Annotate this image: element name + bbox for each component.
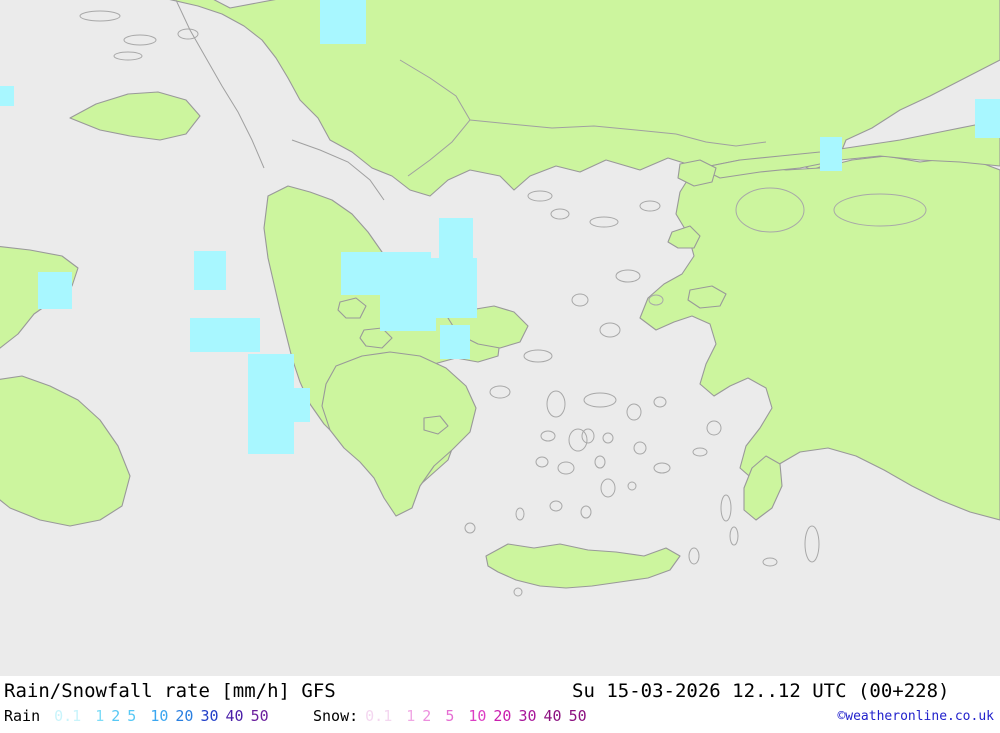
legend-value: 5: [127, 707, 137, 725]
island-outline: [615, 269, 641, 283]
border-line: [675, 133, 767, 147]
legend-value: 2: [111, 707, 121, 725]
island-outline: [550, 208, 570, 220]
island-outline: [599, 322, 621, 338]
land-peloponnese: [321, 351, 477, 517]
island-outline: [706, 420, 722, 436]
island-outline: [833, 193, 927, 227]
legend-value: 0.1: [54, 707, 82, 725]
island-outline: [653, 462, 671, 474]
island-outline: [626, 403, 642, 421]
rain-legend-label: Rain: [4, 707, 41, 725]
island-outline: [489, 385, 511, 399]
landmass-group: [0, 0, 1000, 589]
island-outline: [633, 441, 647, 455]
legend-value: 10: [150, 707, 169, 725]
island-outline: [762, 557, 778, 567]
snow-legend-label: Snow:: [313, 707, 359, 725]
page-title: Rain/Snowfall rate [mm/h] GFS: [4, 680, 336, 702]
island-outline: [720, 494, 732, 522]
island-outline: [594, 455, 606, 469]
legend-value: 50: [250, 707, 269, 725]
legend-value: 40: [225, 707, 244, 725]
border-line: [175, 0, 265, 169]
land-balkans: [169, 0, 1000, 197]
map-geography: [0, 0, 1000, 597]
island-outline: [688, 547, 700, 565]
land-chios: [667, 225, 701, 249]
island-outline: [648, 294, 664, 306]
legend-value: 0.1: [365, 707, 393, 725]
footer-legend-row: Rain 0.1 1 2 5 10 20 30 40 50 Snow: 0.1 1 2 5 10 20 30…: [0, 704, 1000, 730]
land-lesvos: [677, 159, 717, 187]
map-canvas[interactable]: [0, 0, 1000, 676]
island-outline: [581, 428, 595, 444]
island-outline: [583, 392, 617, 408]
island-outline: [735, 187, 805, 233]
snow-legend: Snow: 0.1 1 2 5 10 20 30 40 50: [313, 707, 587, 725]
island-outline: [546, 390, 566, 418]
island-outline: [639, 200, 661, 212]
legend-value: 1: [406, 707, 416, 725]
legend-value: 40: [543, 707, 562, 725]
legend-value: 20: [175, 707, 194, 725]
land-crete: [485, 543, 681, 589]
land-samos: [687, 285, 727, 309]
land-island-a: [337, 297, 367, 319]
legend-value: 2: [422, 707, 432, 725]
land-island-c: [423, 415, 449, 435]
border-line: [291, 139, 385, 201]
island-outline: [602, 432, 614, 444]
island-outline: [692, 447, 708, 457]
legend-value: 30: [518, 707, 537, 725]
island-outline: [540, 430, 556, 442]
land-turkey-nw: [699, 119, 1000, 179]
island-outline: [589, 216, 619, 228]
land-italy-south: [0, 375, 131, 527]
island-outline: [123, 34, 157, 46]
island-outline: [580, 505, 592, 519]
island-outline: [79, 10, 121, 22]
island-outline: [804, 525, 820, 563]
legend-value: 10: [468, 707, 487, 725]
legend-value: 20: [493, 707, 512, 725]
island-outline: [523, 349, 553, 363]
island-outlines-group: [79, 10, 927, 597]
border-lines-group: [175, 0, 767, 201]
legend-value: 5: [445, 707, 455, 725]
legend-value: 30: [200, 707, 219, 725]
island-outline: [653, 396, 667, 408]
island-outline: [527, 190, 553, 202]
island-outline: [568, 428, 588, 452]
island-outline: [513, 587, 523, 597]
island-outline: [571, 293, 589, 307]
island-outline: [557, 461, 575, 475]
island-outline: [549, 500, 563, 512]
land-rhodes: [743, 455, 783, 521]
footer-title-row: Rain/Snowfall rate [mm/h] GFS Su 15-03-2…: [0, 678, 1000, 704]
island-outline: [600, 478, 616, 498]
copyright-notice: ©weatheronline.co.uk: [837, 709, 994, 724]
land-italy-north: [69, 91, 201, 141]
island-outline: [729, 526, 739, 546]
island-outline: [177, 28, 199, 40]
legend-value: 50: [568, 707, 587, 725]
footer-bar: Rain/Snowfall rate [mm/h] GFS Su 15-03-2…: [0, 676, 1000, 733]
model-run-timestamp: Su 15-03-2026 12..12 UTC (00+228): [572, 680, 950, 702]
rain-legend: Rain 0.1 1 2 5 10 20 30 40 50: [4, 707, 269, 725]
island-outline: [113, 51, 143, 61]
island-outline: [515, 507, 525, 521]
border-line: [469, 119, 677, 135]
legend-value: 1: [95, 707, 105, 725]
island-outline: [464, 522, 476, 534]
island-outline: [535, 456, 549, 468]
island-outline: [627, 481, 637, 491]
